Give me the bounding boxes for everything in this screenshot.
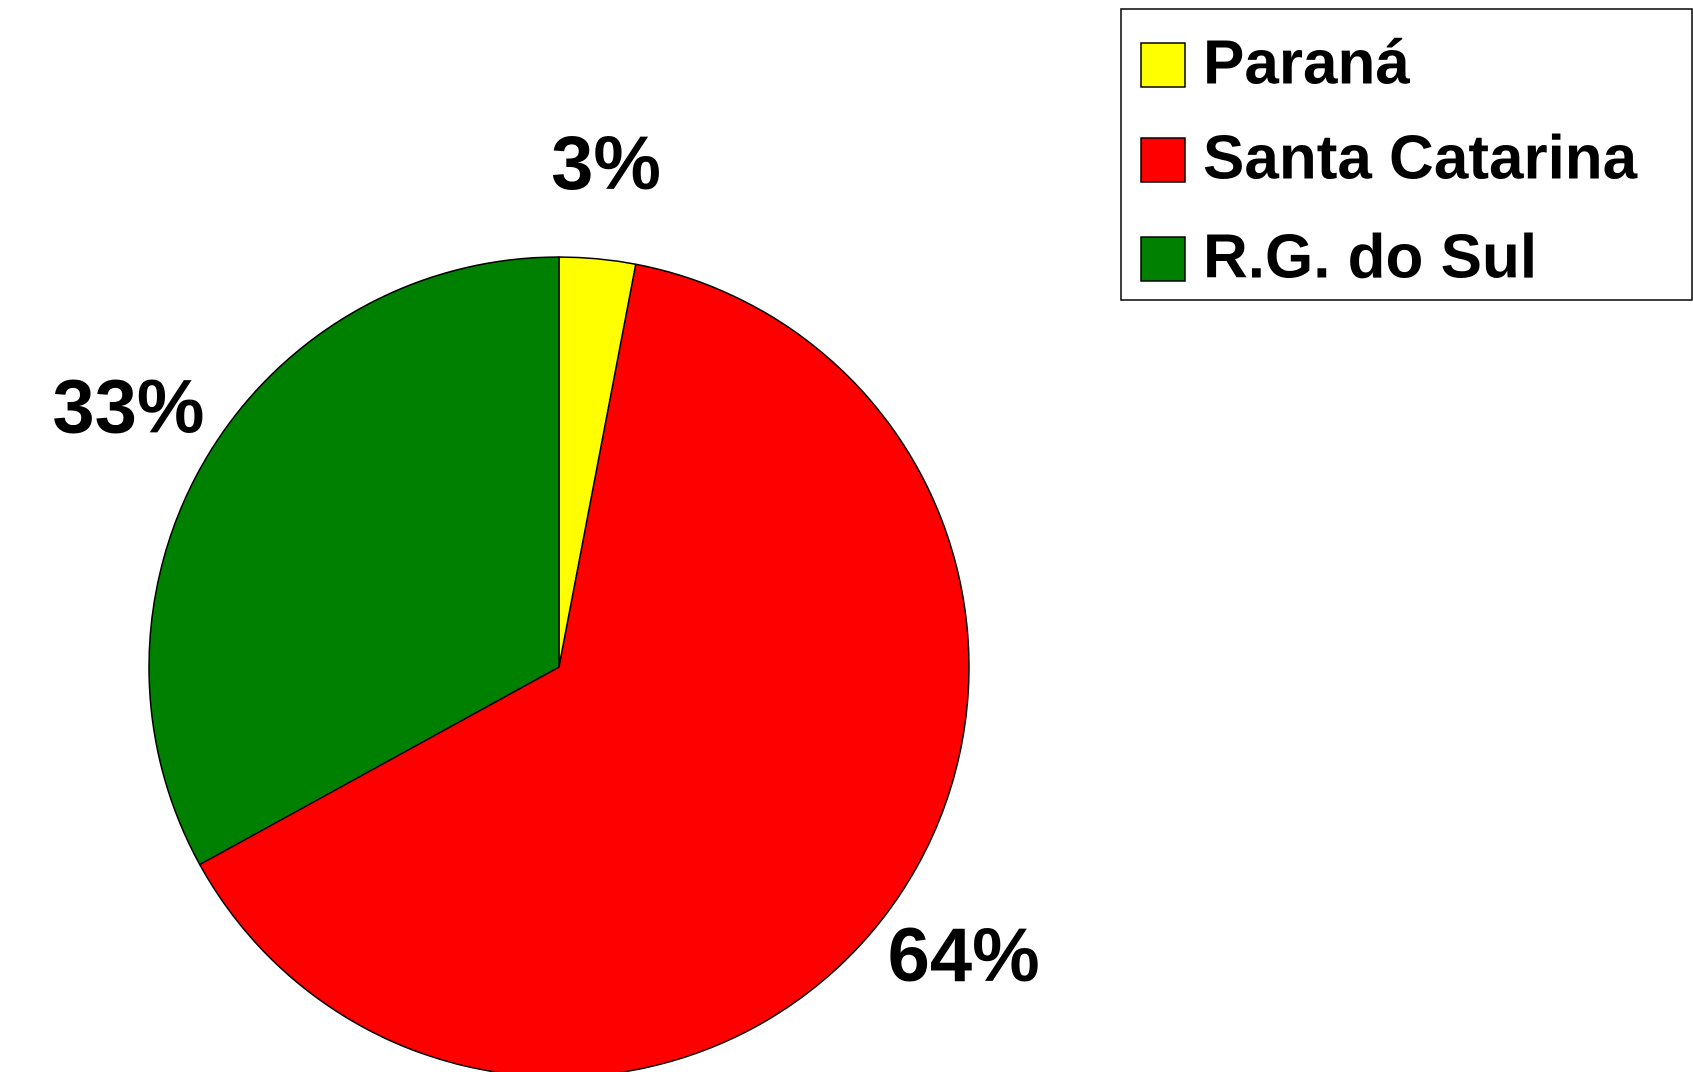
legend-swatch (1140, 42, 1186, 88)
legend-label: Santa Catarina (1203, 123, 1638, 192)
legend-label: Paraná (1203, 28, 1410, 97)
pie-slice (198, 263, 970, 1072)
data-label: 33% (52, 364, 204, 449)
legend-label: R.G. do Sul (1203, 222, 1537, 291)
legend-box (1120, 8, 1693, 301)
legend-swatch (1140, 236, 1186, 282)
legend-swatch (1140, 137, 1186, 183)
data-label: 3% (551, 121, 661, 206)
data-label: 64% (888, 913, 1040, 998)
pie-slice (148, 256, 560, 866)
